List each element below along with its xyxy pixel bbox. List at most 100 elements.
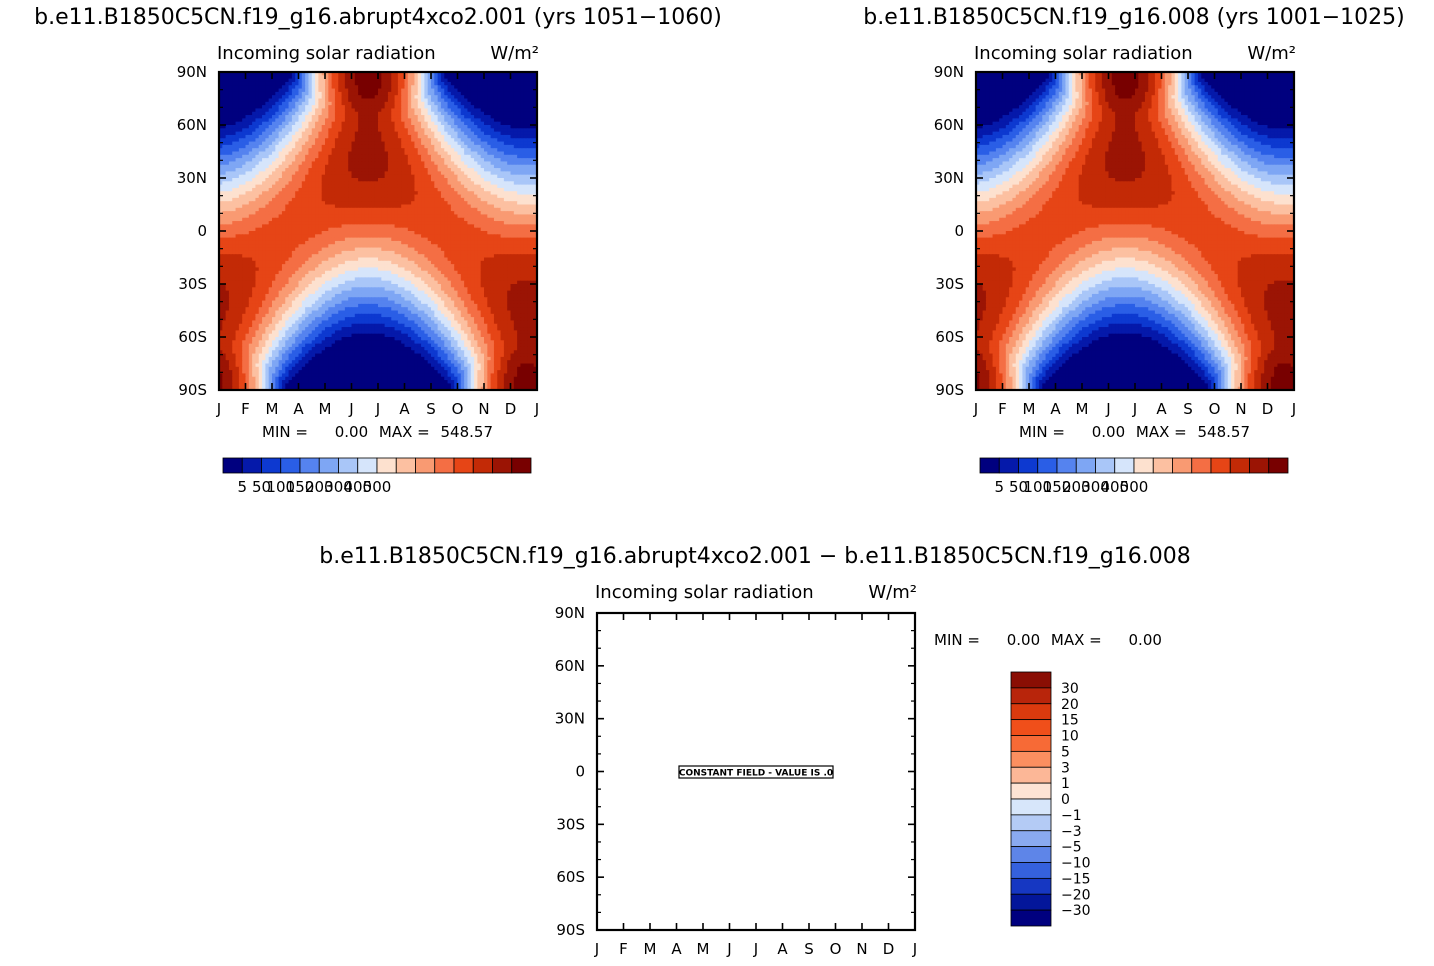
field-cell: [281, 217, 286, 222]
field-cell: [334, 148, 339, 153]
field-cell: [404, 174, 409, 179]
field-cell: [460, 201, 465, 206]
field-cell: [245, 168, 250, 172]
field-cell: [301, 184, 306, 189]
field-cell: [513, 201, 518, 206]
field-cell: [427, 187, 432, 192]
field-cell: [417, 138, 422, 143]
field-cell: [334, 141, 339, 146]
field-cell: [480, 72, 485, 76]
field-cell: [424, 234, 429, 239]
field-cell: [275, 161, 280, 166]
field-cell: [228, 138, 233, 143]
field-cell: [238, 115, 243, 119]
field-cell: [374, 78, 379, 83]
field-cell: [484, 217, 488, 222]
field-cell: [467, 171, 472, 176]
field-cell: [219, 217, 223, 222]
field-cell: [457, 171, 462, 176]
field-cell: [411, 181, 416, 186]
field-cell: [278, 111, 283, 116]
field-cell: [437, 101, 442, 106]
field-cell: [248, 118, 253, 123]
field-cell: [394, 81, 399, 86]
field-cell: [348, 194, 353, 199]
field-cell: [444, 131, 449, 136]
field-cell: [454, 131, 459, 136]
field-cell: [265, 144, 270, 149]
field-cell: [368, 75, 372, 80]
field-cell: [258, 105, 263, 110]
field-cell: [493, 161, 498, 166]
field-cell: [305, 95, 310, 100]
field-cell: [530, 168, 535, 172]
field-cell: [394, 105, 399, 110]
field-cell: [447, 231, 452, 235]
field-cell: [450, 131, 455, 136]
field-cell: [440, 75, 445, 80]
field-cell: [484, 201, 488, 206]
field-cell: [354, 88, 359, 93]
field-cell: [228, 128, 233, 133]
field-cell: [222, 121, 227, 126]
field-cell: [242, 118, 247, 123]
field-cell: [262, 148, 266, 153]
field-cell: [474, 72, 478, 76]
field-cell: [434, 88, 439, 93]
field-cell: [228, 125, 233, 129]
field-cell: [364, 194, 369, 199]
field-cell: [315, 108, 319, 113]
field-cell: [444, 201, 449, 206]
field-cell: [527, 121, 531, 126]
field-cell: [272, 181, 276, 186]
field-cell: [454, 221, 459, 225]
field-cell: [278, 154, 283, 159]
field-cell: [291, 118, 296, 123]
field-cell: [417, 221, 422, 225]
field-cell: [381, 164, 386, 169]
field-cell: [374, 217, 379, 222]
field-cell: [480, 78, 485, 83]
field-cell: [222, 131, 227, 136]
field-cell: [427, 148, 432, 153]
field-cell: [321, 217, 326, 222]
field-cell: [275, 237, 280, 242]
field-cell: [464, 227, 469, 232]
field-cell: [467, 151, 472, 156]
field-cell: [364, 88, 369, 93]
field-cell: [454, 134, 459, 139]
field-cell: [354, 191, 359, 196]
field-cell: [364, 151, 369, 156]
field-cell: [222, 98, 227, 103]
field-cell: [295, 138, 300, 143]
field-cell: [407, 171, 412, 176]
field-cell: [444, 187, 449, 192]
field-cell: [288, 134, 293, 139]
field-cell: [414, 111, 419, 116]
field-cell: [500, 221, 505, 225]
field-cell: [281, 161, 286, 166]
field-cell: [361, 95, 366, 100]
field-cell: [467, 214, 472, 219]
field-cell: [225, 108, 230, 113]
field-cell: [255, 154, 260, 159]
field-cell: [434, 224, 439, 229]
field-cell: [242, 237, 247, 242]
field-cell: [361, 115, 366, 119]
field-cell: [371, 240, 376, 245]
field-cell: [311, 174, 316, 179]
field-cell: [440, 101, 445, 106]
field-cell: [510, 194, 515, 199]
field-cell: [238, 178, 243, 182]
field-cell: [219, 144, 223, 149]
field-cell: [381, 221, 386, 225]
field-cell: [503, 171, 508, 176]
field-cell: [321, 168, 326, 172]
field-cell: [384, 151, 389, 156]
field-cell: [219, 231, 223, 235]
field-cell: [242, 85, 247, 90]
field-cell: [308, 78, 313, 83]
field-cell: [440, 201, 445, 206]
field-cell: [431, 240, 435, 245]
field-cell: [431, 171, 435, 176]
